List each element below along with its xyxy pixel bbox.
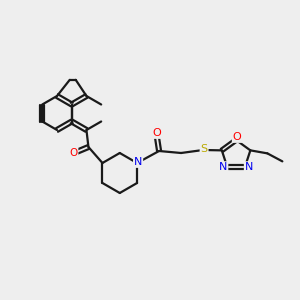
Text: O: O [153, 128, 161, 138]
Text: O: O [233, 132, 242, 142]
Text: O: O [69, 148, 78, 158]
Text: N: N [219, 162, 227, 172]
Text: N: N [245, 162, 253, 172]
Text: S: S [200, 144, 208, 154]
Text: N: N [134, 157, 142, 167]
